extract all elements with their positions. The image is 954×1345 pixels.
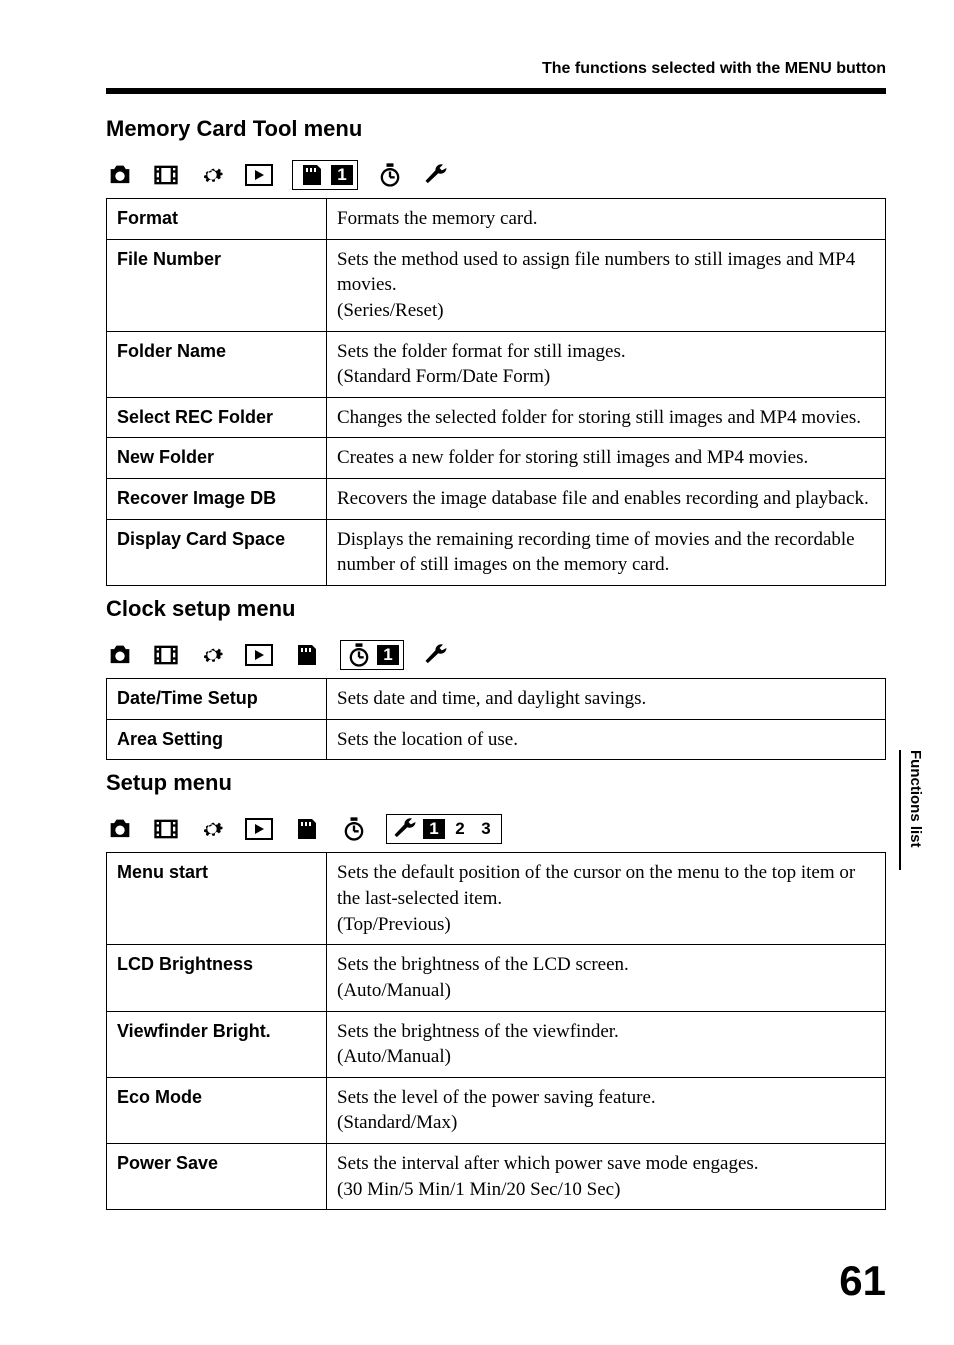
- table-row: File NumberSets the method used to assig…: [107, 239, 886, 331]
- row-desc: Creates a new folder for storing still i…: [327, 438, 886, 479]
- row-desc: Sets the interval after which power save…: [327, 1144, 886, 1210]
- row-desc: Displays the remaining recording time of…: [327, 519, 886, 585]
- card-icon: [297, 163, 327, 187]
- memory-table: FormatFormats the memory card.File Numbe…: [106, 198, 886, 586]
- table-row: Menu startSets the default position of t…: [107, 853, 886, 945]
- table-row: Eco ModeSets the level of the power savi…: [107, 1077, 886, 1143]
- table-row: Viewfinder Bright.Sets the brightness of…: [107, 1011, 886, 1077]
- clock-icon: [345, 641, 373, 669]
- clock-tab-1: 1: [377, 645, 399, 665]
- setup-tab-group: 1 2 3: [386, 814, 502, 844]
- row-desc: Changes the selected folder for storing …: [327, 397, 886, 438]
- row-label: File Number: [107, 239, 327, 331]
- wrench-icon: [391, 815, 419, 843]
- row-label: LCD Brightness: [107, 945, 327, 1011]
- row-label: Area Setting: [107, 719, 327, 760]
- setup-tab-3: 3: [475, 819, 497, 839]
- row-label: Recover Image DB: [107, 479, 327, 520]
- memory-icon-row: 1: [106, 158, 886, 192]
- setup-tab-2: 2: [449, 819, 471, 839]
- page-number: 61: [839, 1257, 886, 1305]
- card-icon: [292, 643, 322, 667]
- gear-icon: [198, 815, 226, 843]
- table-row: Folder NameSets the folder format for st…: [107, 331, 886, 397]
- row-desc: Sets the folder format for still images.…: [327, 331, 886, 397]
- film-icon: [152, 161, 180, 189]
- row-desc: Sets the location of use.: [327, 719, 886, 760]
- clock-icon-row: 1: [106, 638, 886, 672]
- camera-icon: [106, 815, 134, 843]
- row-desc: Sets date and time, and daylight savings…: [327, 679, 886, 720]
- setup-section-title: Setup menu: [106, 770, 886, 796]
- card-icon: [292, 817, 322, 841]
- clock-tab-group: 1: [340, 640, 404, 670]
- gear-icon: [198, 641, 226, 669]
- row-desc: Sets the level of the power saving featu…: [327, 1077, 886, 1143]
- table-row: Recover Image DBRecovers the image datab…: [107, 479, 886, 520]
- row-label: Menu start: [107, 853, 327, 945]
- wrench-icon: [422, 641, 450, 669]
- table-row: Power SaveSets the interval after which …: [107, 1144, 886, 1210]
- memory-tab-1: 1: [331, 165, 353, 185]
- memory-section-title: Memory Card Tool menu: [106, 116, 886, 142]
- row-desc: Recovers the image database file and ena…: [327, 479, 886, 520]
- film-icon: [152, 815, 180, 843]
- table-row: Date/Time SetupSets date and time, and d…: [107, 679, 886, 720]
- setup-tab-1: 1: [423, 819, 445, 839]
- setup-table: Menu startSets the default position of t…: [106, 852, 886, 1210]
- wrench-icon: [422, 161, 450, 189]
- setup-icon-row: 1 2 3: [106, 812, 886, 846]
- clock-icon: [376, 161, 404, 189]
- row-desc: Sets the brightness of the LCD screen. (…: [327, 945, 886, 1011]
- camera-icon: [106, 641, 134, 669]
- row-label: Viewfinder Bright.: [107, 1011, 327, 1077]
- row-label: Select REC Folder: [107, 397, 327, 438]
- film-icon: [152, 641, 180, 669]
- side-tab: Functions list: [899, 750, 924, 870]
- play-icon: [244, 817, 274, 841]
- clock-icon: [340, 815, 368, 843]
- camera-icon: [106, 161, 134, 189]
- table-row: New FolderCreates a new folder for stori…: [107, 438, 886, 479]
- row-label: Display Card Space: [107, 519, 327, 585]
- table-row: Area SettingSets the location of use.: [107, 719, 886, 760]
- table-row: LCD BrightnessSets the brightness of the…: [107, 945, 886, 1011]
- play-icon: [244, 163, 274, 187]
- gear-icon: [198, 161, 226, 189]
- row-label: Folder Name: [107, 331, 327, 397]
- play-icon: [244, 643, 274, 667]
- memory-tab-group: 1: [292, 160, 358, 190]
- clock-table: Date/Time SetupSets date and time, and d…: [106, 678, 886, 760]
- table-row: Display Card SpaceDisplays the remaining…: [107, 519, 886, 585]
- row-desc: Sets the default position of the cursor …: [327, 853, 886, 945]
- table-row: FormatFormats the memory card.: [107, 199, 886, 240]
- row-label: Date/Time Setup: [107, 679, 327, 720]
- row-label: New Folder: [107, 438, 327, 479]
- row-label: Power Save: [107, 1144, 327, 1210]
- row-label: Eco Mode: [107, 1077, 327, 1143]
- table-row: Select REC FolderChanges the selected fo…: [107, 397, 886, 438]
- row-desc: Sets the method used to assign file numb…: [327, 239, 886, 331]
- row-desc: Formats the memory card.: [327, 199, 886, 240]
- row-label: Format: [107, 199, 327, 240]
- row-desc: Sets the brightness of the viewfinder. (…: [327, 1011, 886, 1077]
- clock-section-title: Clock setup menu: [106, 596, 886, 622]
- page-header: The functions selected with the MENU but…: [106, 60, 886, 94]
